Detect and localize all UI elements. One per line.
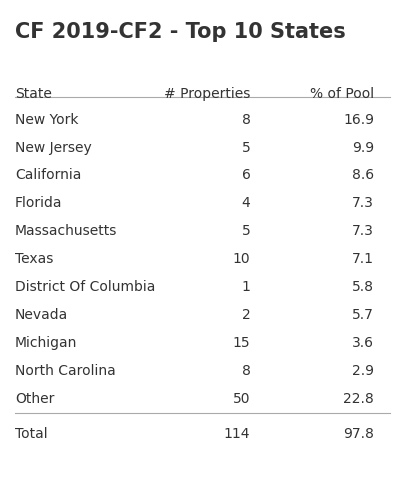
Text: 5.7: 5.7 bbox=[352, 308, 374, 322]
Text: District Of Columbia: District Of Columbia bbox=[15, 280, 155, 294]
Text: 2.9: 2.9 bbox=[352, 364, 374, 378]
Text: 16.9: 16.9 bbox=[343, 112, 374, 127]
Text: 50: 50 bbox=[233, 392, 250, 406]
Text: 114: 114 bbox=[224, 428, 250, 442]
Text: New Jersey: New Jersey bbox=[15, 141, 92, 154]
Text: 2: 2 bbox=[241, 308, 250, 322]
Text: New York: New York bbox=[15, 112, 78, 127]
Text: Michigan: Michigan bbox=[15, 336, 77, 350]
Text: 15: 15 bbox=[233, 336, 250, 350]
Text: # Properties: # Properties bbox=[164, 87, 250, 101]
Text: 5: 5 bbox=[241, 225, 250, 238]
Text: 3.6: 3.6 bbox=[352, 336, 374, 350]
Text: 6: 6 bbox=[241, 169, 250, 183]
Text: 22.8: 22.8 bbox=[344, 392, 374, 406]
Text: North Carolina: North Carolina bbox=[15, 364, 116, 378]
Text: % of Pool: % of Pool bbox=[310, 87, 374, 101]
Text: Nevada: Nevada bbox=[15, 308, 68, 322]
Text: Total: Total bbox=[15, 428, 47, 442]
Text: Texas: Texas bbox=[15, 252, 53, 266]
Text: 97.8: 97.8 bbox=[344, 428, 374, 442]
Text: 7.1: 7.1 bbox=[352, 252, 374, 266]
Text: Massachusetts: Massachusetts bbox=[15, 225, 117, 238]
Text: 7.3: 7.3 bbox=[352, 225, 374, 238]
Text: 8: 8 bbox=[241, 364, 250, 378]
Text: 8.6: 8.6 bbox=[352, 169, 374, 183]
Text: CF 2019-CF2 - Top 10 States: CF 2019-CF2 - Top 10 States bbox=[15, 22, 346, 42]
Text: 7.3: 7.3 bbox=[352, 196, 374, 210]
Text: 10: 10 bbox=[233, 252, 250, 266]
Text: 9.9: 9.9 bbox=[352, 141, 374, 154]
Text: California: California bbox=[15, 169, 81, 183]
Text: 4: 4 bbox=[241, 196, 250, 210]
Text: Other: Other bbox=[15, 392, 54, 406]
Text: 5: 5 bbox=[241, 141, 250, 154]
Text: 5.8: 5.8 bbox=[352, 280, 374, 294]
Text: Florida: Florida bbox=[15, 196, 62, 210]
Text: 1: 1 bbox=[241, 280, 250, 294]
Text: 8: 8 bbox=[241, 112, 250, 127]
Text: State: State bbox=[15, 87, 52, 101]
